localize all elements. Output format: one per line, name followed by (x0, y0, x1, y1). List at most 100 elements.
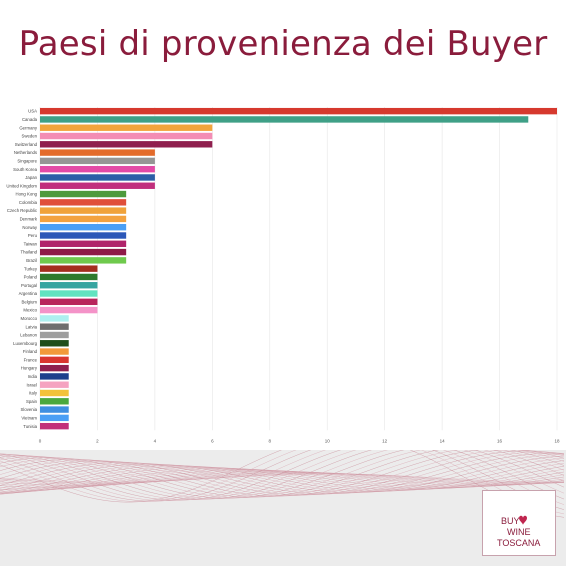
bar (40, 207, 127, 214)
bar (40, 398, 69, 405)
bar (40, 182, 155, 189)
y-tick-label: Netherlands (14, 150, 37, 155)
y-tick-label: India (28, 374, 38, 379)
x-tick-label: 2 (96, 438, 99, 443)
y-tick-label: Vietnam (21, 415, 37, 420)
wave-line (0, 450, 565, 518)
wave-line (0, 450, 565, 499)
y-tick-label: Hungary (21, 366, 38, 371)
bar (40, 132, 213, 140)
wave-line (0, 468, 565, 492)
y-tick-label: Argentina (19, 291, 38, 296)
x-tick-label: 12 (382, 438, 388, 443)
footer-decoration (0, 450, 566, 566)
bar (40, 224, 127, 231)
y-tick-label: USA (28, 109, 37, 114)
y-tick-label: Belgium (21, 299, 37, 304)
y-tick-label: Israel (26, 382, 37, 387)
wave-line (0, 467, 565, 494)
x-tick-label: 6 (211, 438, 214, 443)
bar (40, 273, 98, 281)
wave-line (0, 450, 565, 500)
logo-line-1: BUY (501, 516, 520, 526)
bar (40, 373, 69, 380)
bar (40, 107, 557, 115)
y-tick-label: Peru (28, 233, 38, 238)
bar (40, 282, 98, 289)
y-tick-label: Poland (24, 275, 38, 280)
bar (40, 190, 127, 198)
bar (40, 389, 69, 397)
y-tick-label: Portugal (21, 283, 37, 288)
wave-line (0, 453, 565, 495)
y-tick-label: Taiwan (24, 241, 38, 246)
y-tick-label: Japan (25, 175, 37, 180)
bar (40, 116, 529, 123)
bar (40, 422, 69, 430)
x-tick-label: 4 (154, 438, 157, 443)
bar (40, 406, 69, 413)
wave-line (0, 450, 565, 505)
bar (40, 165, 155, 173)
y-tick-label: Switzerland (15, 142, 38, 147)
bar (40, 157, 155, 165)
wave-line (0, 450, 565, 496)
buy-wine-toscana-logo: BUY WINE TOSCANA (482, 490, 556, 556)
wave-line (0, 450, 565, 500)
bar (40, 199, 127, 206)
y-tick-label: Sweden (21, 134, 37, 139)
wave-pattern (0, 450, 565, 518)
y-tick-label: United Kingdom (6, 183, 37, 188)
x-tick-label: 10 (325, 438, 331, 443)
y-tick-label: Norway (22, 225, 37, 230)
y-tick-label: Slovenia (21, 407, 38, 412)
y-tick-label: Canada (22, 117, 38, 122)
bar (40, 232, 127, 239)
bar (40, 141, 213, 148)
y-tick-label: Thailand (21, 250, 38, 255)
wave-line (0, 465, 565, 495)
y-tick-label: Italy (29, 391, 38, 396)
bar (40, 124, 213, 131)
y-tick-label: Latvia (26, 324, 38, 329)
bar (40, 364, 69, 372)
y-tick-label: Tunisia (23, 424, 37, 429)
heart-icon (519, 515, 527, 525)
bar (40, 331, 69, 339)
logo-line-2: WINE (507, 527, 531, 537)
bar (40, 290, 98, 297)
x-tick-label: 0 (39, 438, 42, 443)
bar (40, 414, 69, 422)
y-tick-label: Finland (23, 349, 38, 354)
y-tick-label: Turkey (24, 266, 38, 271)
y-tick-label: Hong Kong (15, 192, 37, 197)
y-tick-label: Singapore (17, 158, 37, 163)
page-title: Paesi di provenienza dei Buyer (18, 24, 548, 64)
y-tick-label: Spain (26, 399, 38, 404)
wave-line (0, 450, 565, 501)
wave-line (0, 457, 565, 493)
bar (40, 323, 69, 330)
y-tick-label: Czech Republic (7, 208, 38, 213)
wave-line (0, 450, 565, 498)
bar (40, 340, 69, 347)
x-tick-label: 18 (554, 438, 560, 443)
y-tick-label: Denmark (20, 217, 38, 222)
y-tick-label: Brazil (26, 258, 37, 263)
y-tick-label: Colombia (19, 200, 38, 205)
logo-mark: BUY WINE TOSCANA (497, 515, 540, 548)
bar (40, 149, 155, 156)
bar (40, 257, 127, 264)
bar (40, 348, 69, 355)
wave-line (0, 450, 565, 510)
bar (40, 356, 69, 364)
bar (40, 306, 98, 314)
y-tick-label: Luxembourg (13, 341, 37, 346)
x-tick-label: 14 (440, 438, 446, 443)
y-tick-label: France (24, 357, 38, 362)
y-tick-label: Lebanon (20, 333, 37, 338)
bar (40, 381, 69, 388)
y-tick-label: Mexico (23, 308, 37, 313)
bar-chart: 0 2 4 6 8 10 12 14 16 18 USA Canada Germany Sweden Swi… (0, 97, 566, 447)
y-tick-label: South Korea (13, 167, 37, 172)
